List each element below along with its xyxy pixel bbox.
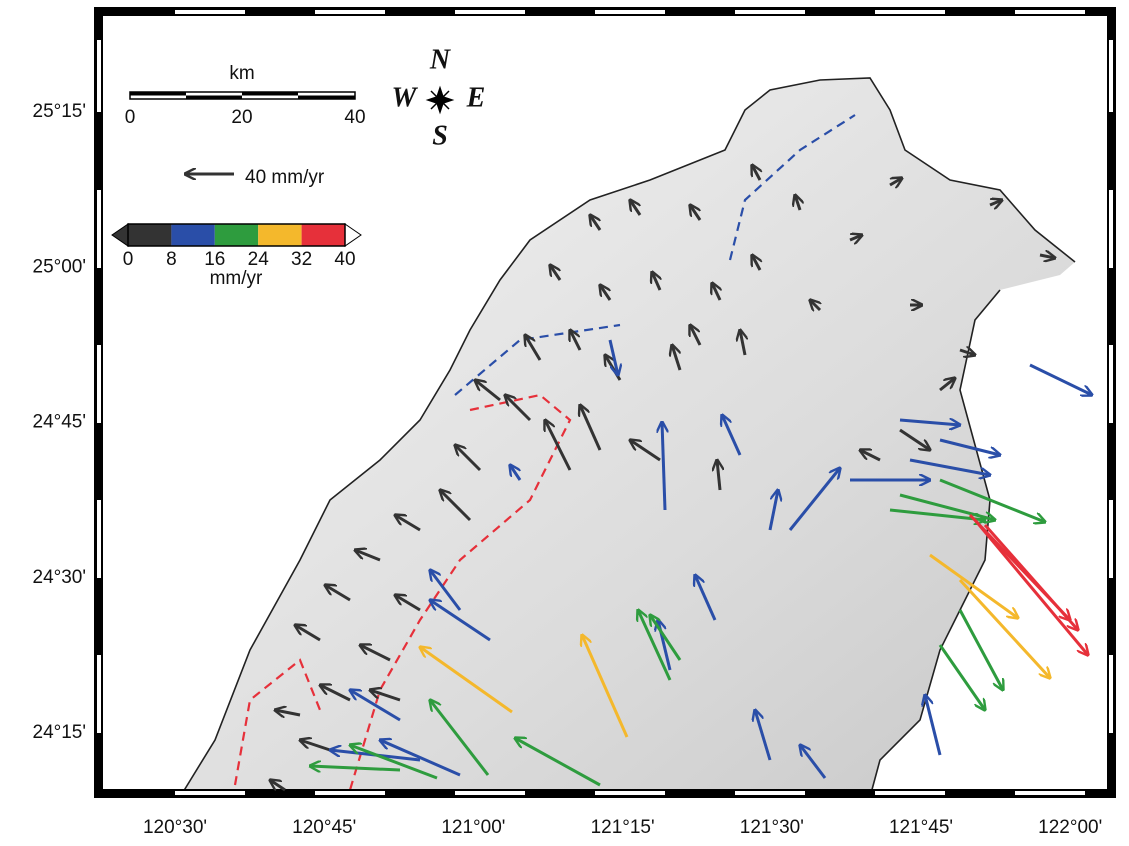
color-scale-tick-label: 24	[248, 249, 270, 270]
frame-checker	[97, 10, 1113, 795]
x-axis-label: 120°30'	[143, 817, 207, 838]
fault-line	[348, 393, 572, 791]
color-scale-tick-label: 32	[291, 249, 312, 270]
x-axis-label: 120°45'	[292, 817, 356, 838]
compass-north: N	[429, 44, 452, 75]
coastline	[179, 77, 1076, 798]
color-scale-tick-label: 16	[204, 249, 225, 270]
velocity-reference: 40 mm/yr	[185, 167, 325, 188]
compass-west: W	[392, 82, 419, 113]
fault-line	[728, 114, 856, 261]
x-axis-label: 121°30'	[740, 817, 804, 838]
color-scale-segment	[301, 224, 345, 246]
scale-tick-label: 20	[231, 107, 252, 128]
y-axis-label: 24°45'	[33, 412, 87, 433]
color-scale-outline	[127, 223, 346, 247]
color-scale-tick-label: 0	[123, 249, 134, 270]
color-scale-segment	[128, 224, 172, 246]
x-axis-label: 121°00'	[441, 817, 505, 838]
x-axis-label: 122°00'	[1038, 817, 1102, 838]
compass: N W E S	[392, 44, 486, 151]
y-axis-label: 25°15'	[33, 101, 87, 122]
color-scale-segment	[258, 224, 302, 246]
velocity-reference-label: 40 mm/yr	[245, 167, 325, 188]
axes: 120°30' 120°45' 121°00' 121°15' 121°30' 121°4…	[33, 101, 1103, 838]
scale-tick-label: 40	[344, 107, 365, 128]
scale-unit: km	[229, 63, 254, 84]
color-scale-segment	[171, 224, 215, 246]
scale-tick-label: 0	[125, 107, 136, 128]
y-axis-label: 24°15'	[33, 722, 87, 743]
color-scale-unit: mm/yr	[210, 268, 263, 289]
color-scale-segment	[214, 224, 259, 246]
compass-east: E	[466, 82, 486, 113]
map-frame	[94, 7, 1116, 798]
velocity-arrows	[270, 165, 1092, 792]
scale-bar: km 0 20 40	[125, 63, 366, 128]
x-axis-label: 121°15'	[591, 817, 655, 838]
x-axis-label: 121°45'	[889, 817, 953, 838]
y-axis-label: 24°30'	[33, 567, 87, 588]
color-scale: mm/yr 0 8 16 24 32 40	[111, 223, 362, 289]
fault-line	[454, 323, 621, 396]
compass-south: S	[432, 120, 448, 151]
color-scale-tick-label: 40	[334, 249, 355, 270]
land	[180, 78, 1075, 797]
color-scale-tick-label: 8	[166, 249, 177, 270]
y-axis-label: 25°00'	[33, 256, 87, 277]
